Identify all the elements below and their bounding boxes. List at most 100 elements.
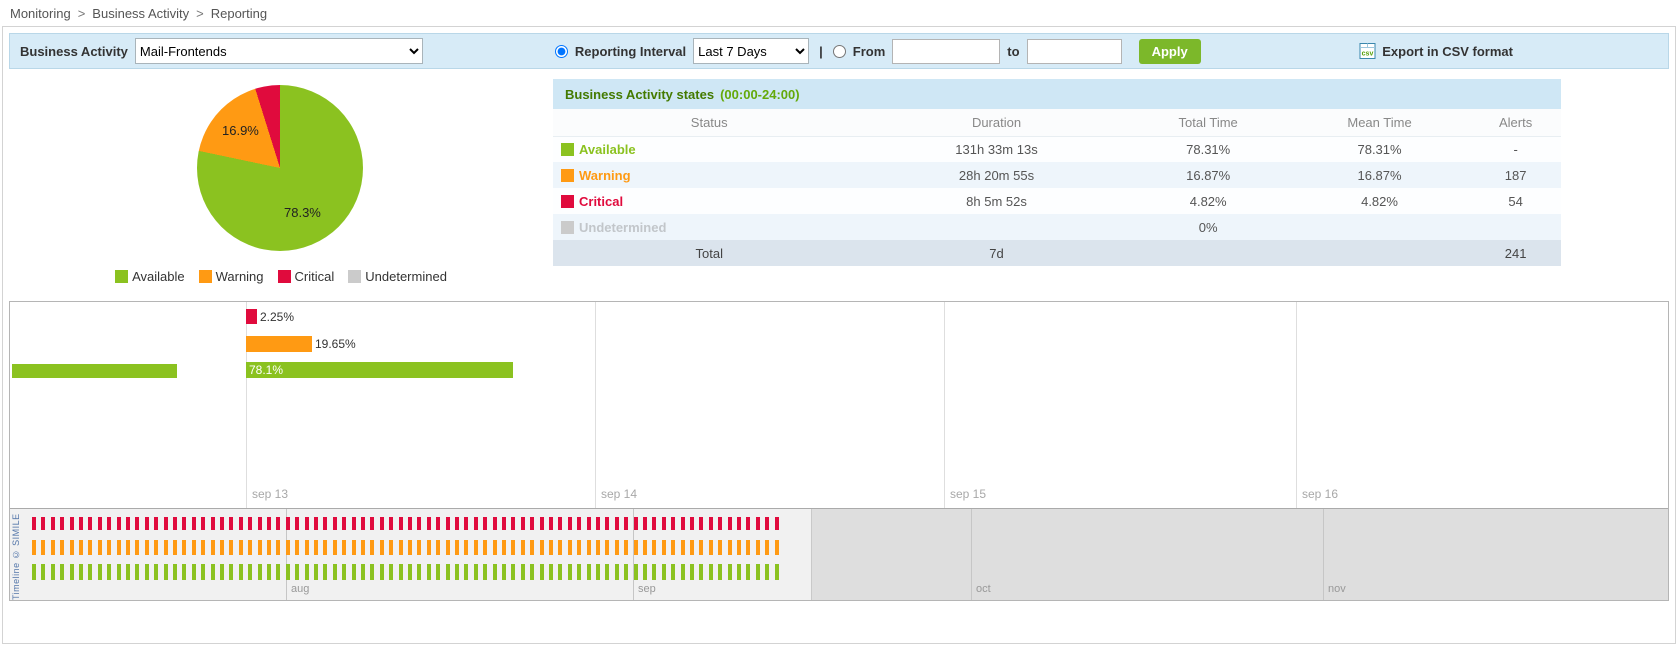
table-row-available: Available 131h 33m 13s 78.31% 78.31% -	[553, 136, 1561, 162]
pie-legend: Available Warning Critical Undetermined	[9, 269, 553, 284]
timeline-widget: sep 13 sep 14 sep 15 sep 16 2.25% 19.65% 78.1%…	[9, 301, 1669, 601]
overview-tick-critical	[473, 517, 478, 530]
overview-tick-warning	[520, 540, 525, 555]
overview-tick-available	[708, 564, 713, 580]
legend-item-critical: Critical	[277, 269, 334, 284]
overview-tick-warning	[97, 540, 102, 555]
overview-tick-available	[549, 564, 553, 580]
reporting-interval-radio[interactable]	[554, 44, 568, 58]
timeline-date-label: sep 16	[1302, 487, 1339, 501]
overview-tick-warning	[727, 540, 732, 555]
business-activity-select[interactable]: Mail-Frontends	[134, 38, 423, 64]
overview-tick-warning	[765, 540, 770, 555]
overview-tick-critical	[567, 517, 572, 530]
cell-mean-time	[1289, 214, 1470, 240]
overview-gridline	[633, 509, 634, 600]
table-row-total: Total 7d 241	[553, 240, 1561, 266]
status-label: Critical	[579, 193, 624, 209]
overview-tick-available	[492, 564, 497, 580]
overview-tick-critical	[765, 517, 770, 530]
overview-tick-critical	[304, 517, 309, 530]
timeline-date-label: sep 15	[950, 487, 987, 501]
overview-tick-available	[746, 564, 751, 580]
interval-select[interactable]: Last 7 Days	[693, 38, 810, 64]
to-date-input[interactable]	[1026, 38, 1122, 64]
overview-tick-available	[229, 564, 234, 580]
overview-tick-critical	[511, 517, 516, 530]
overview-tick-available	[135, 564, 140, 580]
overview-tick-available	[389, 564, 394, 580]
overview-tick-critical	[455, 517, 459, 530]
breadcrumb-monitoring[interactable]: Monitoring	[10, 5, 71, 21]
states-table: Status Duration Total Time Mean Time Ale…	[553, 109, 1561, 266]
overview-tick-available	[267, 564, 271, 580]
overview-tick-available	[220, 564, 224, 580]
legend-swatch-warning	[198, 270, 212, 283]
overview-tick-warning	[107, 540, 112, 555]
overview-tick-available	[116, 564, 121, 580]
overview-tick-critical	[492, 517, 497, 530]
custom-range-radio[interactable]	[832, 44, 846, 58]
overview-tick-available	[126, 564, 130, 580]
overview-tick-critical	[276, 517, 281, 530]
overview-tick-critical	[680, 517, 685, 530]
timeline-overview-band[interactable]: Timeline © SIMILE aug sep oct nov	[10, 508, 1668, 600]
overview-tick-warning	[445, 540, 450, 555]
breadcrumb-business-activity[interactable]: Business Activity	[92, 5, 190, 21]
overview-tick-critical	[332, 517, 337, 530]
overview-tick-warning	[182, 540, 187, 555]
overview-tick-warning	[502, 540, 506, 555]
overview-tick-warning	[558, 540, 563, 555]
cell-total-time: 0%	[1198, 219, 1218, 235]
overview-tick-available	[718, 564, 723, 580]
overview-tick-warning	[295, 540, 300, 555]
from-date-input[interactable]	[892, 38, 1001, 64]
overview-tick-critical	[41, 517, 46, 530]
export-label: Export in CSV format	[1382, 43, 1513, 59]
overview-tick-warning	[708, 540, 713, 555]
breadcrumb-reporting[interactable]: Reporting	[210, 5, 268, 21]
cell-alerts	[1470, 214, 1561, 240]
overview-tick-critical	[201, 517, 206, 530]
overview-tick-warning	[135, 540, 140, 555]
overview-tick-critical	[539, 517, 544, 530]
export-csv-link[interactable]: csv Export in CSV format	[1359, 43, 1513, 59]
overview-tick-critical	[596, 517, 600, 530]
overview-tick-warning	[144, 540, 149, 555]
overview-tick-critical	[267, 517, 271, 530]
overview-tick-critical	[163, 517, 168, 530]
overview-tick-warning	[50, 540, 55, 555]
table-row-critical: Critical 8h 5m 52s 4.82% 4.82% 54	[553, 188, 1561, 214]
overview-tick-critical	[295, 517, 300, 530]
overview-tick-warning	[163, 540, 168, 555]
apply-button[interactable]: Apply	[1138, 38, 1201, 64]
overview-tick-critical	[652, 517, 657, 530]
timeline-main-band[interactable]: sep 13 sep 14 sep 15 sep 16 2.25% 19.65% 78.1%	[10, 302, 1668, 508]
toolbar-divider: |	[819, 43, 823, 59]
overview-tick-critical	[417, 517, 422, 530]
overview-tick-warning	[549, 540, 553, 555]
overview-tick-available	[97, 564, 102, 580]
overview-tick-critical	[88, 517, 93, 530]
overview-tick-warning	[314, 540, 318, 555]
legend-swatch-critical	[277, 270, 291, 283]
overview-tick-available	[643, 564, 647, 580]
overview-tick-warning	[643, 540, 647, 555]
overview-tick-available	[614, 564, 619, 580]
overview-tick-warning	[746, 540, 751, 555]
overview-tick-warning	[210, 540, 215, 555]
status-swatch-critical	[561, 194, 574, 208]
overview-tick-available	[408, 564, 412, 580]
overview-tick-available	[163, 564, 168, 580]
overview-tick-critical	[614, 517, 619, 530]
overview-tick-available	[624, 564, 629, 580]
overview-tick-critical	[314, 517, 318, 530]
overview-tick-critical	[135, 517, 140, 530]
reporting-interval-label: Reporting Interval	[574, 43, 687, 59]
overview-tick-warning	[436, 540, 441, 555]
overview-tick-available	[60, 564, 65, 580]
timeline-gridline	[246, 302, 247, 508]
cell-total-alerts: 241	[1504, 245, 1527, 261]
states-panel: Business Activity states (00:00-24:00) S…	[553, 79, 1561, 291]
column-header-duration: Duration	[865, 109, 1128, 137]
